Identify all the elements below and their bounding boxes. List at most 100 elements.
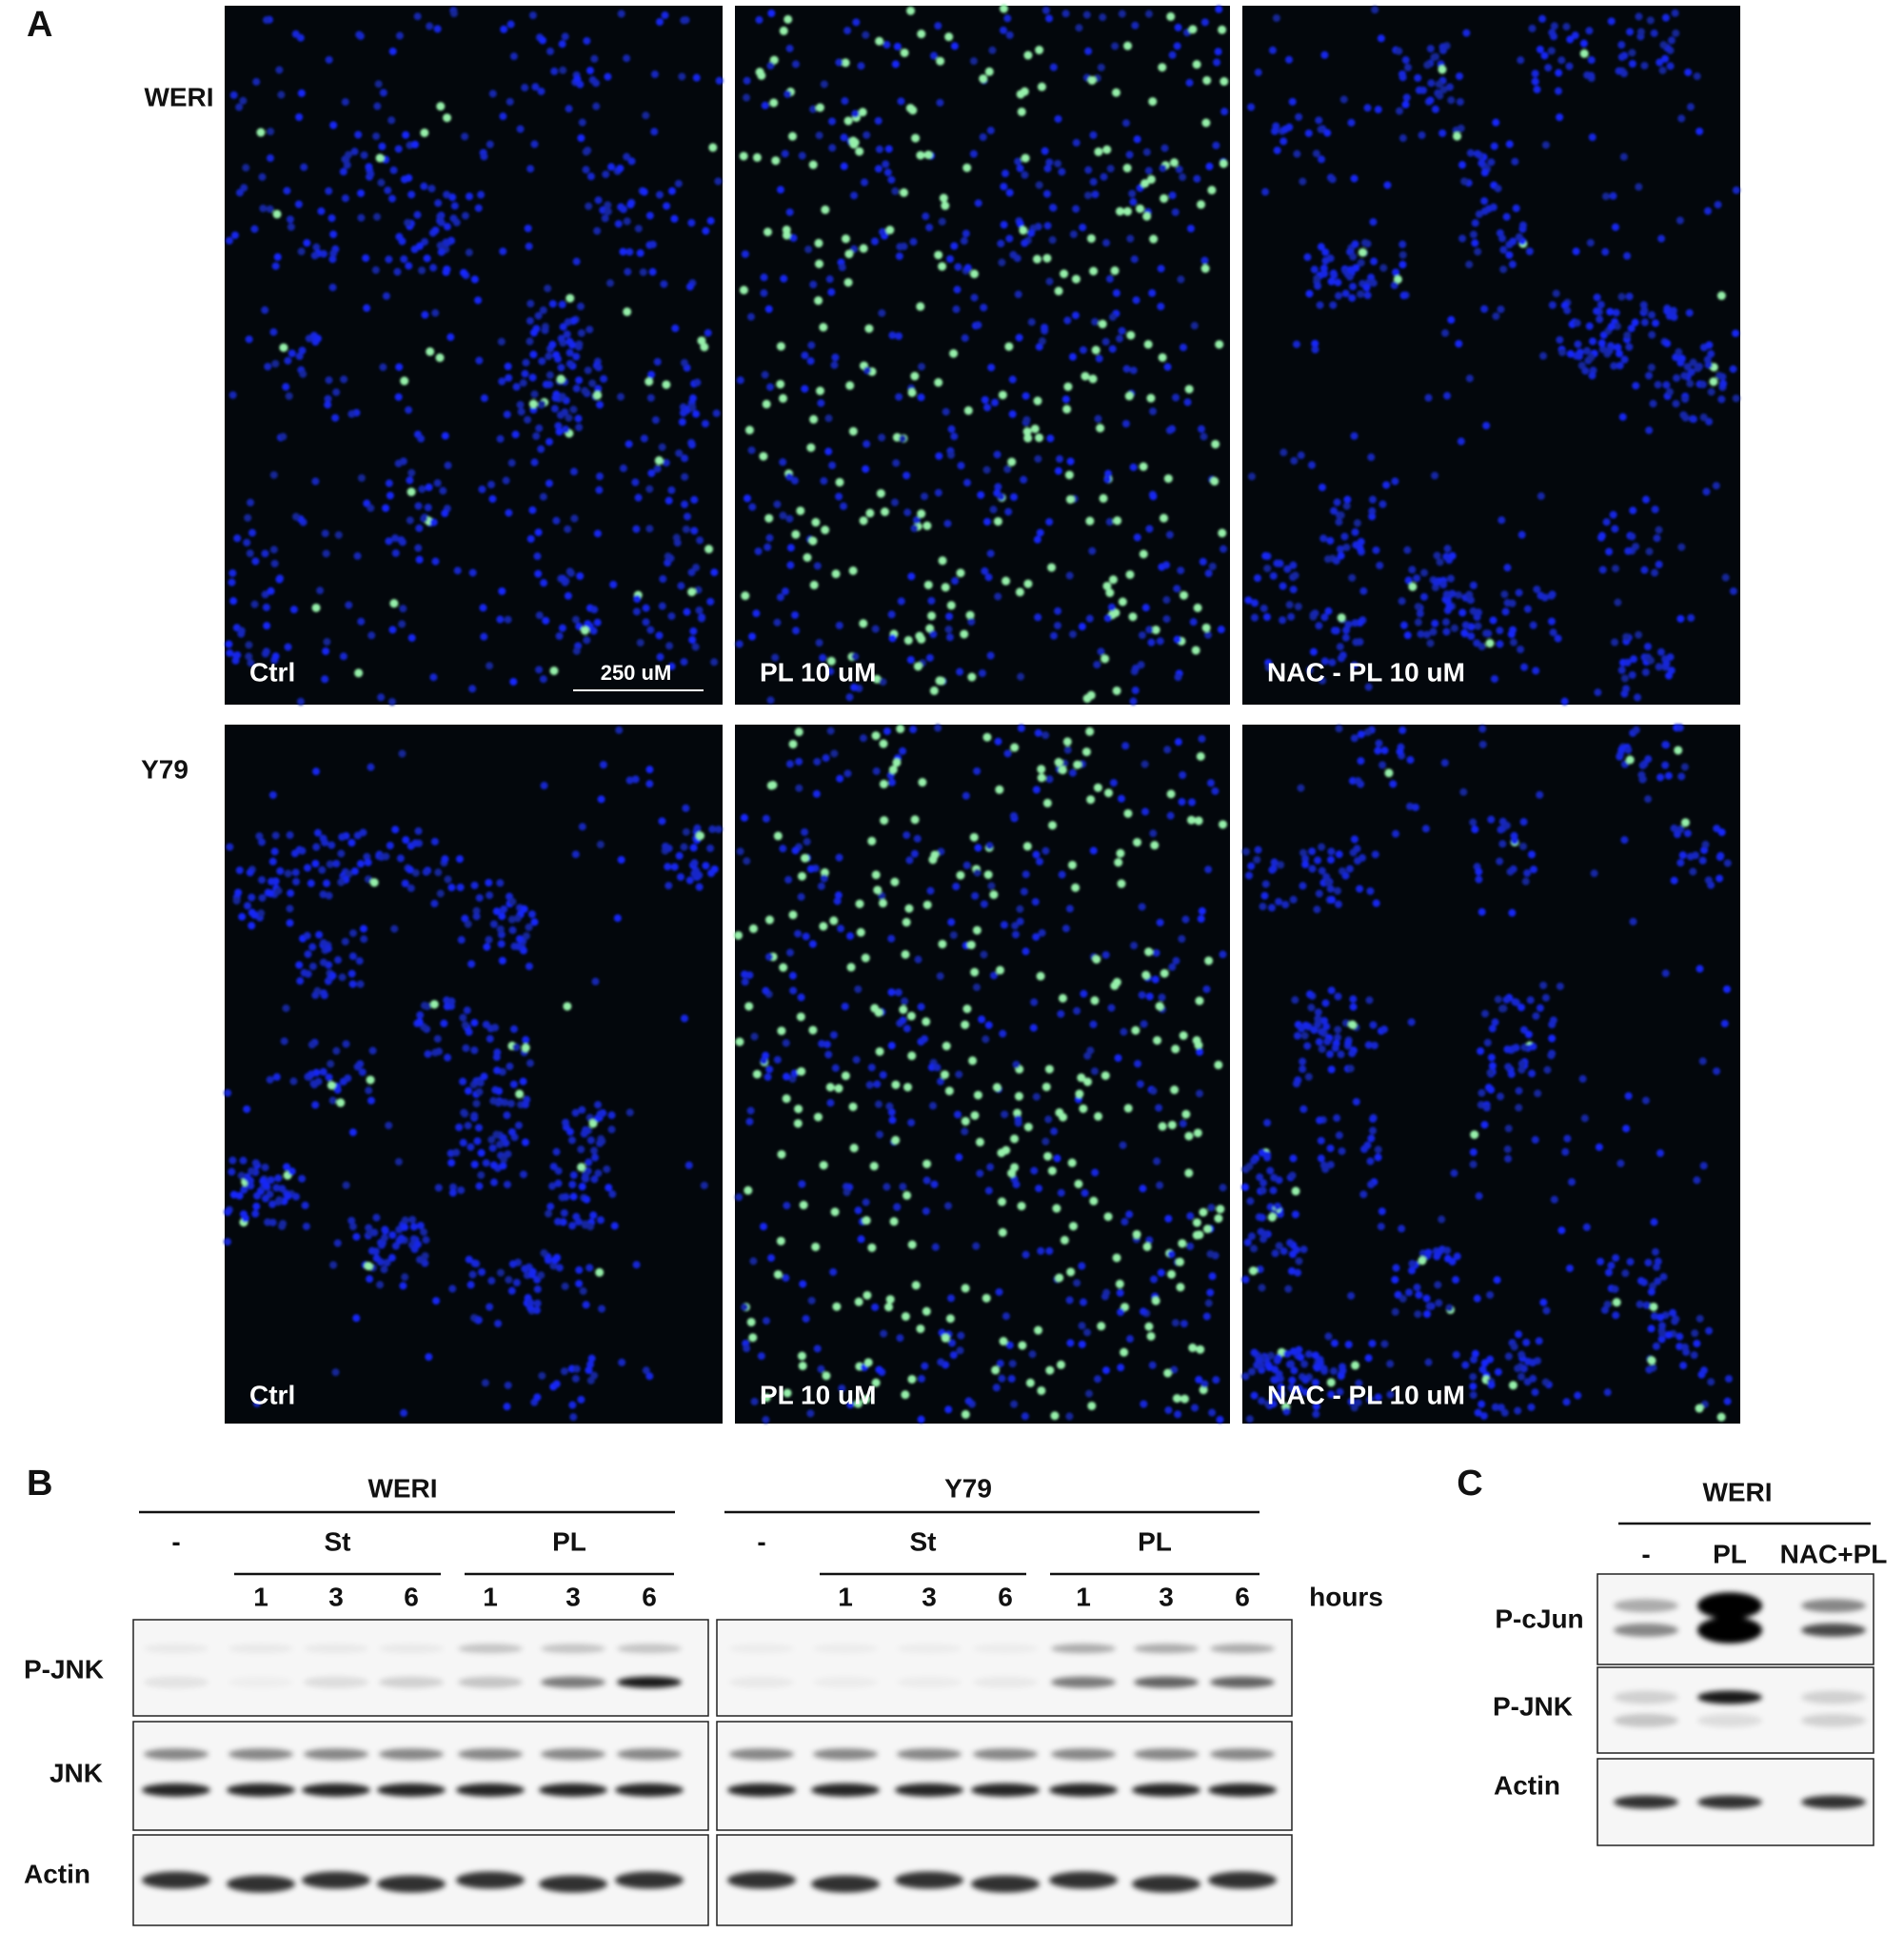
cell [1603, 1300, 1612, 1308]
cell [639, 268, 647, 276]
cell [617, 10, 625, 18]
cell [1635, 630, 1643, 639]
cell [887, 1042, 896, 1050]
apoptotic-cell [1042, 798, 1052, 807]
cell [571, 1108, 580, 1117]
apoptotic-cell [354, 668, 364, 678]
cell [835, 621, 843, 629]
cell [559, 574, 567, 583]
cell [806, 865, 815, 873]
cell [1732, 186, 1740, 194]
apoptotic-cell [1111, 88, 1121, 97]
cell [590, 1175, 599, 1184]
apoptotic-cell [1166, 789, 1176, 799]
cell [300, 163, 308, 171]
cell [773, 618, 782, 627]
cell [401, 1223, 409, 1231]
cell [1245, 871, 1254, 880]
band [617, 1644, 682, 1654]
cell [1214, 48, 1222, 56]
cell [947, 425, 956, 433]
cell [1022, 416, 1031, 425]
cell [601, 214, 609, 223]
cell [871, 625, 880, 633]
apoptotic-cell [1196, 751, 1205, 761]
cell [1448, 551, 1457, 560]
cell [1636, 1277, 1645, 1285]
cell [909, 237, 918, 246]
cell [1053, 621, 1061, 629]
apoptotic-cell [1075, 1089, 1084, 1099]
cell [1259, 903, 1267, 911]
cell [1486, 1068, 1495, 1077]
cell [625, 1108, 634, 1117]
cell [1661, 761, 1670, 769]
cell [1299, 1245, 1308, 1254]
cell [603, 1165, 611, 1173]
cell [982, 466, 991, 474]
cell [295, 352, 304, 361]
cell [696, 536, 704, 545]
cell [493, 1048, 502, 1057]
cell [1314, 282, 1322, 290]
cell [284, 356, 292, 365]
cell [961, 1127, 969, 1136]
cell [809, 105, 818, 113]
cell [748, 503, 757, 511]
cell [1314, 1014, 1322, 1023]
cell [269, 470, 278, 479]
cell [1208, 562, 1217, 570]
cell [258, 172, 267, 181]
cell [693, 378, 702, 387]
cell [1119, 1141, 1127, 1149]
apoptotic-cell [797, 1351, 806, 1361]
cell [1624, 1092, 1633, 1101]
cell [1403, 631, 1412, 640]
cell [1473, 639, 1481, 648]
cell [570, 514, 579, 523]
apoptotic-cell [965, 610, 975, 620]
apoptotic-cell [782, 1094, 791, 1104]
cell [396, 854, 405, 863]
micrograph-background [735, 725, 1230, 1424]
apoptotic-cell [982, 732, 992, 742]
cell [1270, 1173, 1279, 1182]
cell [1650, 29, 1658, 37]
cell [1340, 532, 1349, 541]
apoptotic-cell [1163, 1368, 1173, 1378]
band [973, 1644, 1038, 1654]
cell [1287, 612, 1296, 621]
cell [348, 1128, 357, 1137]
apoptotic-cell [966, 940, 976, 949]
cell [1353, 845, 1361, 853]
cell [1327, 986, 1336, 995]
cell [1656, 1313, 1665, 1322]
cell [1360, 238, 1369, 247]
cell [470, 881, 479, 889]
cell [1075, 24, 1083, 32]
cell [466, 1143, 475, 1151]
cell [912, 516, 921, 525]
apoptotic-cell [1047, 563, 1057, 572]
blot-background [716, 1721, 1293, 1831]
cell [455, 855, 464, 864]
cell [647, 370, 656, 379]
apoptotic-cell [859, 619, 868, 628]
apoptotic-cell [1184, 385, 1194, 394]
cell [1261, 551, 1270, 560]
cell [681, 472, 689, 481]
cell [232, 896, 241, 905]
apoptotic-cell [841, 58, 850, 68]
apoptotic-cell [1117, 879, 1126, 888]
cell [1566, 35, 1575, 44]
cell [1165, 530, 1174, 539]
cell [380, 1233, 388, 1242]
cell [974, 844, 982, 852]
cell [1268, 46, 1277, 54]
cell [1174, 23, 1182, 31]
cell [1571, 31, 1579, 40]
cell [586, 172, 595, 181]
apoptotic-cell [855, 147, 864, 156]
cell [957, 1331, 965, 1340]
cell [512, 1043, 521, 1051]
